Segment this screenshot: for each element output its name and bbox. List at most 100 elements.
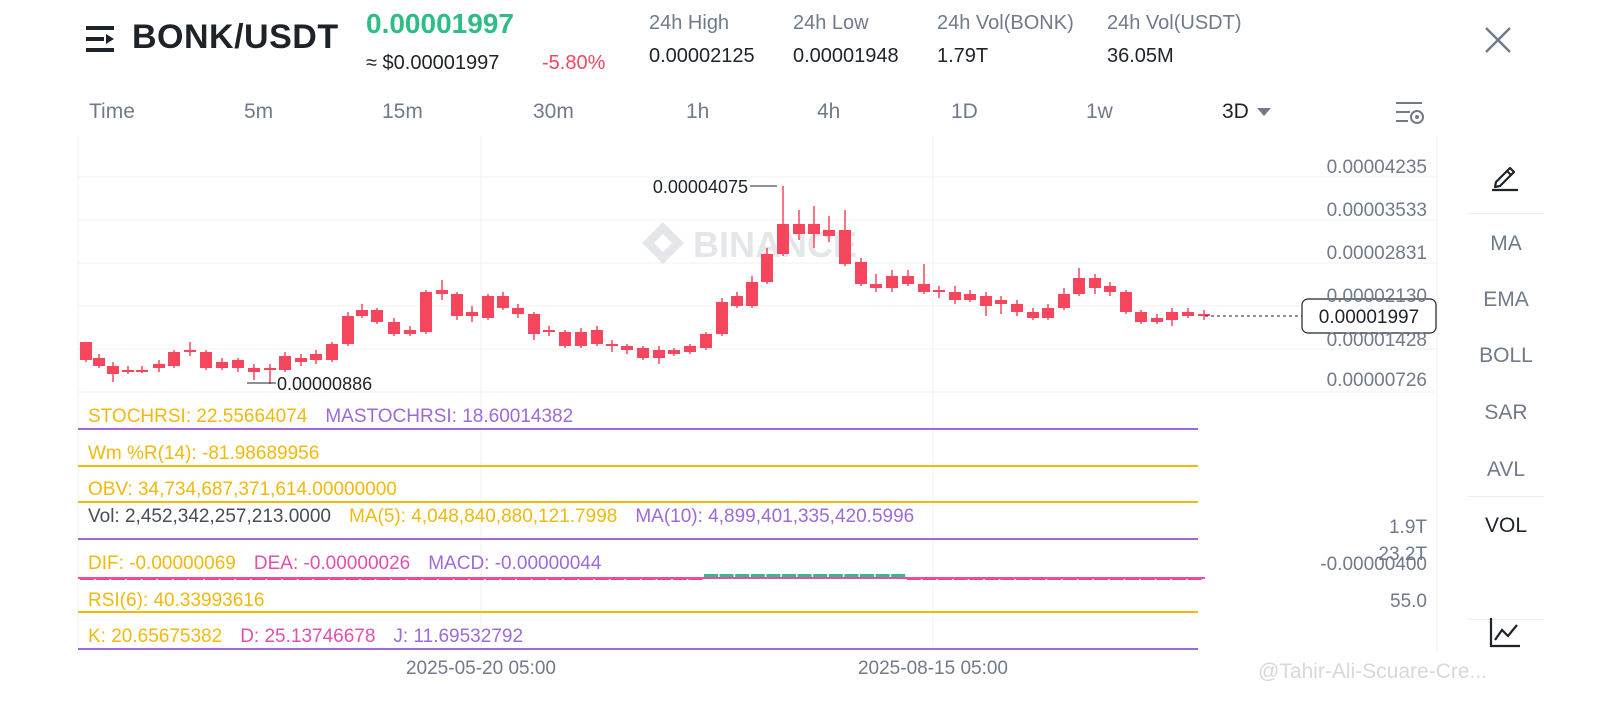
y-tick: 0.00002831 [1327, 243, 1427, 264]
binance-logo-watermark [642, 222, 684, 264]
candle-body [420, 292, 432, 332]
candle-body [1198, 314, 1210, 316]
candle-body [264, 368, 276, 370]
macd-dif-value: DIF: -0.00000069 [88, 553, 236, 574]
macd-bar [891, 574, 906, 577]
candle-body [1073, 278, 1085, 294]
kdj-labels: K: 20.65675382 D: 25.13746678 J: 11.695327… [88, 626, 541, 648]
candle-body [200, 352, 212, 368]
kdj-k-value: K: 20.65675382 [88, 626, 223, 647]
candle-body [839, 230, 851, 264]
candle-body [606, 344, 618, 346]
wmr-labels: Wm %R(14): -81.98689956 [88, 443, 337, 465]
menu-lines-icon[interactable] [84, 22, 118, 56]
macd-value: MACD: -0.00000044 [428, 553, 602, 574]
candle-body [356, 310, 368, 316]
vol-ma10-value: MA(10): 4,899,401,335,420.5996 [635, 506, 915, 527]
candlestick-chart[interactable]: BINANCE 0.00004075 0.00000886 0.00001997… [0, 136, 1450, 720]
chart-settings-icon[interactable] [1394, 99, 1426, 127]
current-price-label: 0.00001997 [1319, 307, 1419, 328]
rsi-scale: 55.0 [1390, 591, 1427, 612]
candle-body [436, 290, 448, 294]
tab-time[interactable]: Time [89, 100, 135, 123]
stat-value: 36.05M [1107, 45, 1174, 67]
sidebar-item-ma[interactable]: MA [1490, 232, 1522, 255]
sidebar-item-vol[interactable]: VOL [1484, 514, 1528, 537]
tab-1d[interactable]: 1D [951, 100, 978, 123]
candle-body [684, 346, 696, 352]
candle-body [388, 322, 400, 334]
stat-24h-low: 24h Low 0.00001948 [793, 12, 899, 68]
macd-labels: DIF: -0.00000069 DEA: -0.00000026 MACD: -0… [88, 553, 619, 575]
tab-15m[interactable]: 15m [382, 100, 423, 123]
indicator-sidebar: MA EMA BOLL SAR AVL VOL [1466, 136, 1546, 720]
pair-symbol[interactable]: BONK/USDT [132, 18, 339, 56]
candle-body [995, 300, 1007, 304]
macd-bar [766, 574, 781, 577]
candle-body [466, 312, 478, 316]
tab-5m[interactable]: 5m [244, 100, 274, 123]
obv-labels: OBV: 34,734,687,371,614.00000000 [88, 479, 415, 501]
candle-body [1042, 308, 1054, 318]
tab-30m[interactable]: 30m [533, 100, 574, 123]
tab-1h[interactable]: 1h [686, 100, 710, 123]
candle-body [184, 350, 196, 352]
macd-histogram [78, 574, 1205, 580]
line-chart-icon[interactable] [1488, 616, 1522, 650]
macd-bar [875, 574, 890, 577]
sidebar-item-ema[interactable]: EMA [1483, 288, 1529, 311]
macd-bar [813, 574, 828, 577]
stochrsi-value: STOCHRSI: 22.55664074 [88, 406, 308, 427]
y-tick: 0.00000726 [1327, 370, 1427, 391]
sidebar-divider [1468, 213, 1544, 214]
candle-body [1182, 312, 1194, 316]
candle-body [746, 282, 758, 306]
macd-bar [735, 574, 750, 577]
candle-body [482, 296, 494, 318]
candle-body [949, 292, 961, 300]
candle-body [902, 276, 914, 284]
candle-body [1135, 312, 1147, 322]
sidebar-item-avl[interactable]: AVL [1486, 458, 1526, 481]
candle-body [918, 284, 930, 292]
current-price-tag [1301, 298, 1437, 334]
candle-body [1120, 292, 1132, 312]
candle-body [512, 308, 524, 314]
candle-body [1027, 312, 1039, 318]
chart-area[interactable]: BINANCE 0.00004075 0.00000886 0.00001997… [0, 136, 1450, 720]
min-price-label: 0.00000886 [277, 374, 372, 394]
kdj-d-value: D: 25.13746678 [240, 626, 376, 647]
candle-body [886, 276, 898, 288]
stat-value: 1.79T [937, 45, 989, 67]
candle-body [700, 334, 712, 348]
candle-body [823, 230, 835, 236]
candle-body [793, 224, 805, 234]
candle-body [528, 314, 540, 334]
candle-body [808, 224, 820, 234]
macd-bar [797, 574, 812, 577]
y-tick: 0.00002130 [1327, 286, 1427, 307]
stochrsi-labels: STOCHRSI: 22.55664074 MASTOCHRSI: 18.6001… [88, 406, 591, 428]
vol-ma5-value: MA(5): 4,048,840,880,121.7998 [349, 506, 618, 527]
pencil-icon[interactable] [1488, 158, 1522, 192]
stat-label: 24h Vol(USDT) [1107, 12, 1242, 34]
tab-4h[interactable]: 4h [817, 100, 841, 123]
candle-body [621, 346, 633, 350]
tab-3d[interactable]: 3D [1222, 100, 1271, 124]
candle-body [1151, 318, 1163, 322]
tab-1w[interactable]: 1w [1086, 100, 1113, 123]
stat-value: 0.00002125 [649, 45, 755, 67]
macd-scale-a: 23.2T [1378, 544, 1427, 565]
sidebar-item-sar[interactable]: SAR [1484, 401, 1528, 424]
candle-body [1089, 278, 1101, 288]
candle-body [310, 354, 322, 360]
close-icon[interactable] [1482, 24, 1514, 56]
max-price-label: 0.00004075 [653, 177, 748, 197]
candle-body [232, 360, 244, 368]
sidebar-item-boll[interactable]: BOLL [1479, 344, 1533, 367]
macd-bar [719, 574, 734, 577]
x-tick: 2025-05-20 05:00 [406, 658, 556, 679]
wmr-value: Wm %R(14): -81.98689956 [88, 443, 320, 464]
candle-body [637, 348, 649, 358]
macd-bar [782, 574, 796, 577]
